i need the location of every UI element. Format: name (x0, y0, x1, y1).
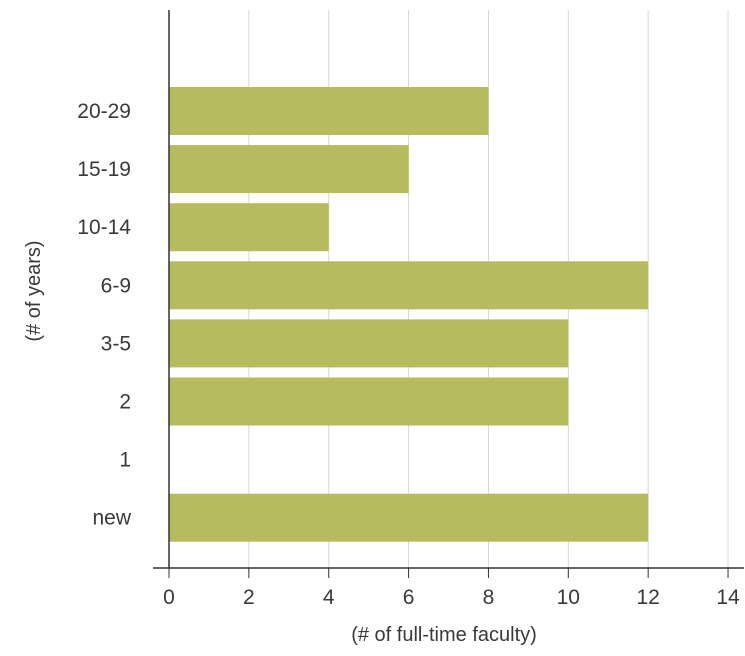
y-tick-label-new: new (92, 507, 131, 530)
y-tick-label-10-14: 10-14 (77, 216, 131, 239)
bars (169, 87, 649, 542)
x-tick-label-10: 10 (557, 586, 580, 609)
x-tick-label-8: 8 (483, 586, 495, 609)
y-tick-label-20-29: 20-29 (77, 100, 131, 123)
x-tick-label-6: 6 (403, 586, 415, 609)
bar-new (169, 493, 649, 542)
axes (153, 10, 744, 578)
y-tick-label-3-5: 3-5 (101, 332, 131, 355)
y-tick-label-15-19: 15-19 (77, 158, 131, 181)
tick-labels: 20-29 15-19 10-14 6-9 3-5 2 1 new 0 2 4 6 8 10 12 14 (77, 100, 740, 609)
bar-10-14 (169, 203, 329, 252)
x-axis-title: (# of full-time faculty) (351, 624, 537, 646)
y-tick-label-6-9: 6-9 (101, 274, 131, 297)
y-axis-title: (# of years) (23, 240, 45, 341)
bar-3-5 (169, 319, 569, 368)
bar-15-19 (169, 145, 409, 194)
x-tick-label-12: 12 (636, 586, 659, 609)
bar-6-9 (169, 261, 649, 310)
bar-20-29 (169, 87, 489, 135)
y-tick-label-2: 2 (119, 391, 131, 414)
x-tick-label-2: 2 (243, 586, 255, 609)
x-tick-label-14: 14 (716, 586, 740, 609)
x-tick-label-0: 0 (163, 586, 175, 609)
y-tick-label-1: 1 (119, 449, 131, 472)
bar-2 (169, 377, 569, 426)
x-tick-label-4: 4 (323, 586, 335, 609)
